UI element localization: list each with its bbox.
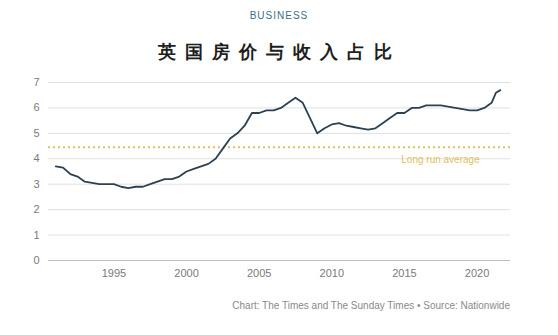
svg-text:2010: 2010	[320, 267, 344, 279]
svg-text:0: 0	[33, 254, 39, 266]
svg-text:2020: 2020	[465, 267, 489, 279]
svg-text:2005: 2005	[247, 267, 271, 279]
html-text:Chart: The Times and The Sunda: Chart: The Times and The Sunday Times • …	[232, 300, 510, 311]
svg-text:5: 5	[33, 127, 39, 139]
svg-text:1: 1	[33, 229, 39, 241]
svg-text:1995: 1995	[102, 267, 126, 279]
svg-text:2015: 2015	[392, 267, 416, 279]
svg-text:6: 6	[33, 101, 39, 113]
svg-text:4: 4	[33, 152, 39, 164]
svg-text:2: 2	[33, 203, 39, 215]
html-text:英国房价与收入占比: 英国房价与收入占比	[157, 42, 401, 62]
svg-text:7: 7	[33, 76, 39, 88]
svg-text:3: 3	[33, 178, 39, 190]
html-text:BUSINESS: BUSINESS	[249, 10, 309, 21]
svg-text:Long run average: Long run average	[401, 154, 480, 165]
svg-text:2000: 2000	[174, 267, 198, 279]
